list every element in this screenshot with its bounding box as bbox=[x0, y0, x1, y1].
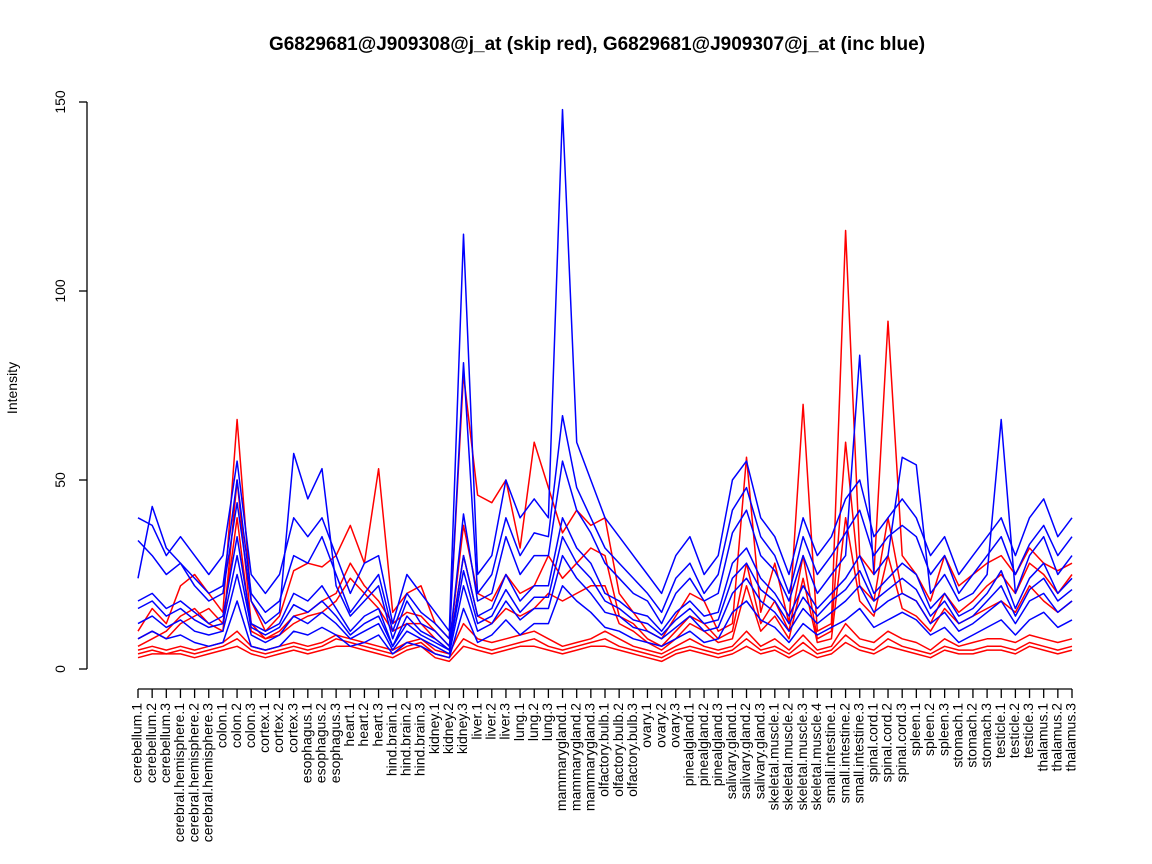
series-line-skip-3 bbox=[137, 641, 1073, 663]
x-tick-label-heart.1: heart.1 bbox=[341, 703, 357, 747]
x-tick-label-hind.brain.1: hind.brain.1 bbox=[383, 703, 399, 776]
x-tick-label-colon.2: colon.2 bbox=[228, 703, 244, 748]
series-line-skip-4 bbox=[137, 622, 1073, 655]
y-tick-label-0: 0 bbox=[52, 665, 68, 673]
x-tick-label-lung.2: lung.2 bbox=[525, 703, 541, 741]
series-line-inc-10 bbox=[137, 554, 1073, 655]
x-tick-label-salivary.gland.1: salivary.gland.1 bbox=[723, 703, 739, 799]
x-tick-label-thalamus.2: thalamus.2 bbox=[1049, 703, 1065, 772]
x-tick-label-colon.3: colon.3 bbox=[242, 703, 258, 748]
y-tick-label-50: 50 bbox=[52, 472, 68, 488]
x-tick-label-liver.2: liver.2 bbox=[482, 703, 498, 740]
x-tick-label-testicle.1: testicle.1 bbox=[992, 703, 1008, 758]
x-tick-label-spinal.cord.3: spinal.cord.3 bbox=[893, 703, 909, 783]
x-tick-label-cortex.1: cortex.1 bbox=[256, 703, 272, 753]
series-line-skip-2 bbox=[137, 634, 1073, 659]
series-line-inc-6 bbox=[137, 108, 1073, 632]
y-axis: 0 50 100 150 bbox=[52, 90, 88, 673]
x-tick-label-ovary.2: ovary.2 bbox=[652, 703, 668, 748]
x-tick-label-kidney.2: kidney.2 bbox=[440, 703, 456, 754]
x-tick-label-spleen.3: spleen.3 bbox=[935, 703, 951, 756]
x-tick-label-pinealgland.2: pinealgland.2 bbox=[695, 703, 711, 787]
x-tick-label-stomach.1: stomach.1 bbox=[949, 703, 965, 768]
x-tick-label-skeletal.muscle.1: skeletal.muscle.1 bbox=[766, 703, 782, 811]
series-line-skip-5 bbox=[137, 517, 1073, 651]
x-tick-label-colon.1: colon.1 bbox=[214, 703, 230, 748]
x-tick-label-spleen.1: spleen.1 bbox=[907, 703, 923, 756]
y-axis-label: Intensity bbox=[4, 362, 20, 414]
x-tick-label-cerebral.hemisphere.1: cerebral.hemisphere.1 bbox=[171, 703, 187, 843]
x-tick-label-kidney.1: kidney.1 bbox=[426, 703, 442, 754]
x-tick-label-small.intestine.2: small.intestine.2 bbox=[836, 703, 852, 804]
x-tick-label-salivary.gland.3: salivary.gland.3 bbox=[751, 703, 767, 799]
x-tick-label-mammarygland.3: mammarygland.3 bbox=[582, 703, 598, 811]
y-tick-label-100: 100 bbox=[52, 279, 68, 303]
x-tick-label-small.intestine.1: small.intestine.1 bbox=[822, 703, 838, 804]
x-tick-label-skeletal.muscle.2: skeletal.muscle.2 bbox=[780, 703, 796, 811]
x-tick-label-spinal.cord.2: spinal.cord.2 bbox=[879, 703, 895, 783]
x-tick-label-mammarygland.1: mammarygland.1 bbox=[553, 703, 569, 811]
x-tick-label-thalamus.3: thalamus.3 bbox=[1063, 703, 1079, 772]
x-tick-label-thalamus.1: thalamus.1 bbox=[1034, 703, 1050, 772]
series-line-inc-9 bbox=[137, 517, 1073, 651]
x-tick-label-ovary.1: ovary.1 bbox=[638, 703, 654, 748]
x-tick-label-cerebral.hemisphere.3: cerebral.hemisphere.3 bbox=[199, 703, 215, 843]
series-layer bbox=[137, 108, 1073, 663]
x-tick-label-hind.brain.3: hind.brain.3 bbox=[412, 703, 428, 776]
x-tick-label-spinal.cord.1: spinal.cord.1 bbox=[865, 703, 881, 783]
x-tick-label-olfactory.bulb.3: olfactory.bulb.3 bbox=[624, 703, 640, 797]
x-tick-label-ovary.3: ovary.3 bbox=[666, 703, 682, 748]
x-tick-label-testicle.2: testicle.2 bbox=[1006, 703, 1022, 758]
x-tick-label-testicle.3: testicle.3 bbox=[1020, 703, 1036, 758]
x-tick-label-small.intestine.3: small.intestine.3 bbox=[850, 703, 866, 804]
x-tick-label-kidney.3: kidney.3 bbox=[454, 703, 470, 754]
x-tick-label-stomach.3: stomach.3 bbox=[978, 703, 994, 768]
x-tick-label-cortex.2: cortex.2 bbox=[270, 703, 286, 753]
x-tick-label-spleen.2: spleen.2 bbox=[921, 703, 937, 756]
x-tick-label-skeletal.muscle.4: skeletal.muscle.4 bbox=[808, 703, 824, 811]
y-tick-label-150: 150 bbox=[52, 90, 68, 114]
x-tick-label-hind.brain.2: hind.brain.2 bbox=[398, 703, 414, 776]
x-tick-label-heart.3: heart.3 bbox=[369, 703, 385, 747]
x-tick-label-esophagus.1: esophagus.1 bbox=[299, 703, 315, 783]
x-tick-label-esophagus.2: esophagus.2 bbox=[313, 703, 329, 783]
series-line-inc-8 bbox=[137, 354, 1073, 648]
x-axis: cerebellum.1cerebellum.2cerebellum.3cere… bbox=[129, 688, 1079, 843]
x-tick-label-olfactory.bulb.2: olfactory.bulb.2 bbox=[610, 703, 626, 797]
x-tick-label-olfactory.bulb.1: olfactory.bulb.1 bbox=[596, 703, 612, 797]
series-line-inc-12 bbox=[137, 585, 1073, 659]
x-tick-label-pinealgland.1: pinealgland.1 bbox=[681, 703, 697, 787]
x-tick-label-lung.1: lung.1 bbox=[511, 703, 527, 741]
x-tick-label-lung.3: lung.3 bbox=[539, 703, 555, 741]
x-tick-label-liver.1: liver.1 bbox=[468, 703, 484, 740]
x-tick-label-liver.3: liver.3 bbox=[497, 703, 513, 740]
series-line-inc-11 bbox=[137, 535, 1073, 651]
x-tick-label-salivary.gland.2: salivary.gland.2 bbox=[737, 703, 753, 799]
x-tick-label-esophagus.3: esophagus.3 bbox=[327, 703, 343, 783]
x-tick-label-cerebral.hemisphere.2: cerebral.hemisphere.2 bbox=[185, 703, 201, 843]
series-line-inc-7 bbox=[137, 362, 1073, 640]
x-tick-label-cerebellum.1: cerebellum.1 bbox=[129, 703, 145, 783]
x-tick-label-skeletal.muscle.3: skeletal.muscle.3 bbox=[794, 703, 810, 811]
x-tick-label-cerebellum.3: cerebellum.3 bbox=[157, 703, 173, 783]
x-tick-label-heart.2: heart.2 bbox=[355, 703, 371, 747]
x-tick-label-stomach.2: stomach.2 bbox=[964, 703, 980, 768]
x-tick-label-cerebellum.2: cerebellum.2 bbox=[143, 703, 159, 783]
x-tick-label-mammarygland.2: mammarygland.2 bbox=[567, 703, 583, 811]
chart-title: G6829681@J909308@j_at (skip red), G68296… bbox=[269, 34, 925, 55]
x-tick-label-pinealgland.3: pinealgland.3 bbox=[709, 703, 725, 787]
x-tick-label-cortex.3: cortex.3 bbox=[284, 703, 300, 753]
